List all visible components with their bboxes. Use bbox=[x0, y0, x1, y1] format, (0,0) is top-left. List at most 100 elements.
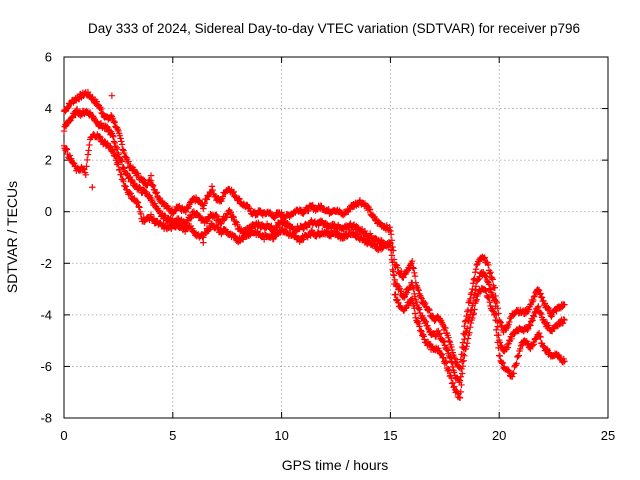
series-outliers bbox=[89, 92, 242, 246]
data-point bbox=[537, 309, 544, 316]
data-point bbox=[443, 359, 450, 366]
data-point bbox=[527, 322, 534, 329]
y-tick-label: 4 bbox=[45, 101, 52, 116]
data-point bbox=[411, 310, 419, 317]
data-point bbox=[213, 213, 221, 220]
data-point bbox=[322, 219, 330, 227]
data-point bbox=[278, 209, 285, 216]
data-point bbox=[391, 276, 398, 284]
data-point bbox=[448, 358, 455, 365]
data-point bbox=[136, 204, 143, 211]
data-point bbox=[505, 367, 512, 374]
data-point bbox=[411, 304, 418, 312]
data-point bbox=[234, 236, 242, 244]
y-tick-label: -4 bbox=[40, 307, 52, 322]
x-tick-label: 25 bbox=[601, 428, 615, 443]
data-point bbox=[70, 159, 78, 167]
data-point bbox=[559, 358, 567, 366]
data-point bbox=[436, 330, 443, 337]
data-point bbox=[316, 231, 324, 239]
data-point bbox=[561, 358, 568, 365]
data-point bbox=[111, 152, 118, 159]
data-point bbox=[485, 281, 493, 288]
data-point bbox=[472, 287, 479, 294]
data-point bbox=[182, 208, 190, 216]
data-point bbox=[489, 292, 496, 300]
data-point bbox=[416, 323, 423, 330]
data-point bbox=[401, 269, 409, 277]
data-point bbox=[215, 218, 222, 226]
data-point bbox=[419, 332, 426, 339]
data-point bbox=[110, 119, 118, 126]
data-point bbox=[543, 345, 551, 353]
data-point bbox=[68, 114, 76, 121]
data-point bbox=[353, 230, 361, 238]
data-point bbox=[417, 294, 425, 301]
data-point bbox=[361, 235, 368, 242]
data-point bbox=[467, 319, 475, 327]
data-point bbox=[98, 109, 105, 117]
data-point bbox=[471, 291, 478, 299]
data-point bbox=[491, 310, 499, 317]
data-point bbox=[152, 190, 160, 197]
data-point bbox=[120, 164, 127, 171]
data-point bbox=[189, 225, 196, 232]
data-point bbox=[472, 265, 480, 273]
y-axis-label: SDTVAR / TECUs bbox=[4, 181, 20, 293]
data-point bbox=[123, 154, 130, 161]
x-tick-label: 0 bbox=[60, 428, 67, 443]
data-point bbox=[535, 303, 542, 310]
data-point bbox=[469, 314, 476, 322]
data-point bbox=[167, 215, 174, 222]
data-point bbox=[147, 211, 155, 218]
data-point bbox=[318, 202, 325, 210]
data-point bbox=[498, 358, 505, 366]
data-point bbox=[466, 329, 473, 336]
data-point bbox=[400, 294, 408, 301]
data-point bbox=[486, 285, 493, 292]
data-point bbox=[530, 341, 538, 348]
data-point bbox=[527, 345, 534, 353]
data-point bbox=[236, 195, 243, 203]
data-point bbox=[325, 206, 332, 213]
data-point bbox=[472, 297, 480, 305]
data-point bbox=[504, 344, 512, 351]
data-point bbox=[485, 294, 493, 302]
data-point bbox=[486, 270, 493, 277]
data-point bbox=[503, 325, 510, 332]
data-point bbox=[514, 353, 521, 361]
data-point bbox=[445, 367, 453, 375]
data-point bbox=[443, 345, 451, 353]
data-point bbox=[385, 226, 393, 234]
data-point bbox=[530, 313, 538, 320]
data-point bbox=[205, 193, 212, 200]
data-point bbox=[408, 279, 416, 287]
data-point bbox=[408, 258, 416, 265]
data-point bbox=[245, 203, 253, 211]
data-point bbox=[232, 218, 240, 225]
series-sdtvar-middle-band bbox=[60, 105, 568, 386]
data-point bbox=[111, 118, 118, 126]
data-point bbox=[112, 153, 119, 160]
y-tick-label: -8 bbox=[40, 411, 52, 426]
data-point bbox=[425, 305, 433, 313]
data-point bbox=[245, 232, 253, 239]
data-point bbox=[366, 205, 373, 213]
data-point bbox=[366, 206, 374, 213]
data-point bbox=[93, 98, 100, 105]
data-point bbox=[517, 342, 525, 349]
data-point bbox=[538, 310, 545, 318]
data-point bbox=[118, 141, 126, 148]
data-point bbox=[466, 324, 474, 331]
data-point bbox=[300, 225, 308, 232]
y-tick-label: 2 bbox=[45, 153, 52, 168]
data-point bbox=[219, 193, 227, 200]
data-point bbox=[203, 196, 211, 203]
data-point bbox=[459, 351, 467, 358]
data-point bbox=[394, 264, 401, 271]
data-point bbox=[459, 339, 467, 346]
data-point bbox=[103, 123, 110, 130]
data-point bbox=[451, 383, 458, 390]
data-point bbox=[155, 206, 162, 214]
data-point bbox=[134, 170, 142, 177]
